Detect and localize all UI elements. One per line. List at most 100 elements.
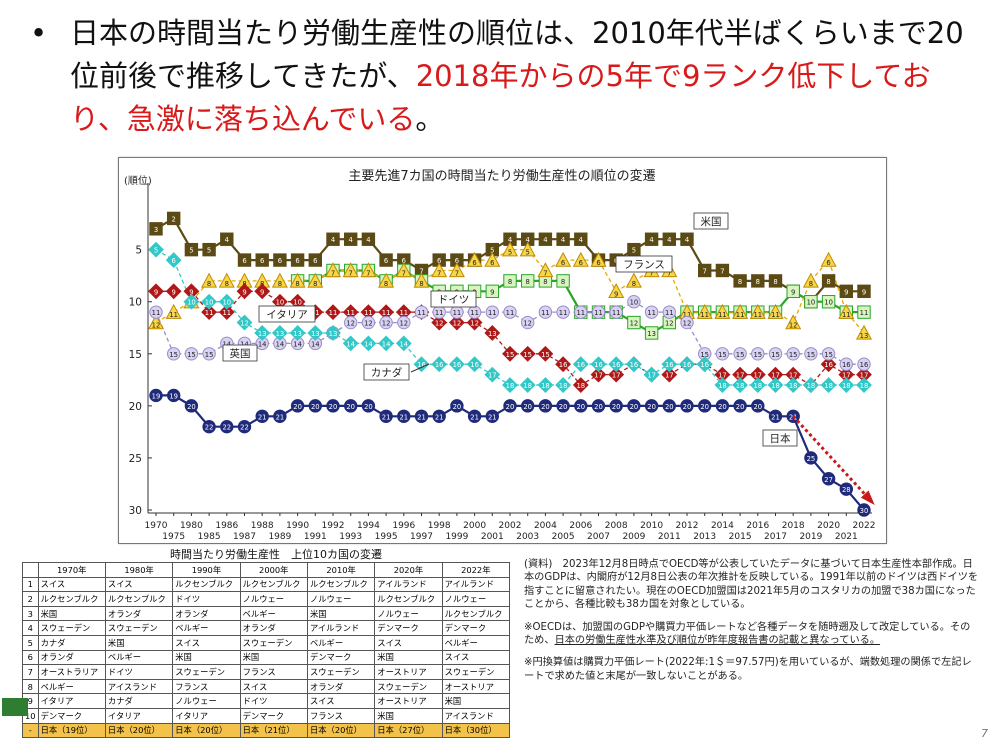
country-cell: イタリア <box>37 693 106 709</box>
x-tick-label-lower: 1985 <box>198 532 221 542</box>
data-label: 6 <box>596 259 600 267</box>
data-label: 15 <box>169 351 178 359</box>
data-point <box>538 305 553 319</box>
data-label: 8 <box>313 280 317 288</box>
data-point <box>733 274 747 288</box>
data-point <box>857 357 871 371</box>
country-cell: 日本（19位） <box>37 722 106 739</box>
data-label: 15 <box>541 351 550 359</box>
data-point <box>857 305 871 319</box>
data-point <box>715 263 730 278</box>
data-label: 4 <box>366 236 370 244</box>
data-point <box>432 409 446 423</box>
data-point <box>466 251 483 267</box>
data-point <box>751 274 765 288</box>
data-label: 6 <box>826 259 830 267</box>
data-point <box>785 314 802 330</box>
data-point <box>325 304 341 321</box>
data-point <box>255 409 269 423</box>
rank-cell: 4 <box>22 620 39 636</box>
data-label: 12 <box>382 320 391 328</box>
data-point <box>201 272 218 288</box>
annotation-box <box>363 363 410 381</box>
data-point <box>857 284 871 299</box>
data-point <box>255 253 269 267</box>
data-label: 18 <box>541 382 550 390</box>
data-point <box>538 232 553 246</box>
data-label: 8 <box>225 280 229 288</box>
data-label: 15 <box>736 351 745 359</box>
top10-table: 1970年 1980年 1990年 2000年 2010年 2020年 2022年 1 スイス… <box>22 562 511 739</box>
data-label: 10 <box>187 299 196 307</box>
data-point <box>149 305 163 319</box>
data-label: 11 <box>152 309 161 317</box>
x-tick-label-upper: 2002 <box>499 521 522 531</box>
data-label: 11 <box>169 311 178 319</box>
data-point <box>202 242 216 257</box>
data-point <box>344 232 358 246</box>
data-label: 18 <box>753 382 762 390</box>
data-label: 16 <box>665 361 674 369</box>
x-tick-label-upper: 1996 <box>392 521 415 531</box>
data-point <box>820 377 837 393</box>
table-row: 9 イタリア カナダ ノルウェー ドイツ スイス オーストリア 米国 <box>22 693 511 709</box>
data-label: 17 <box>736 372 745 380</box>
data-label: 14 <box>346 340 355 348</box>
country-cell: オランダ <box>104 605 174 622</box>
data-label: 11 <box>771 311 780 319</box>
headline-end: 。 <box>415 102 445 136</box>
data-point <box>555 356 572 373</box>
data-point <box>503 399 517 413</box>
x-tick-label-lower: 1995 <box>375 532 398 542</box>
country-cell: フランス <box>239 664 308 680</box>
x-tick-label-lower: 2011 <box>658 532 681 542</box>
data-label: 14 <box>364 340 373 348</box>
data-point <box>308 399 323 413</box>
x-tick-label-upper: 2008 <box>605 521 628 531</box>
data-point <box>167 347 181 361</box>
data-label: 11 <box>382 309 391 317</box>
data-label: 10 <box>807 299 816 307</box>
data-label: 12 <box>683 320 692 328</box>
data-point <box>167 211 181 226</box>
data-label: 4 <box>543 236 547 244</box>
data-label: 20 <box>453 403 462 411</box>
data-point <box>804 295 818 309</box>
data-point <box>149 388 163 403</box>
data-point <box>466 356 483 373</box>
x-tick-label-upper: 2006 <box>569 521 592 531</box>
data-label: 13 <box>647 330 656 338</box>
data-label: 5 <box>207 247 211 255</box>
data-label: 11 <box>470 309 479 317</box>
x-tick-label-lower: 2009 <box>622 532 645 542</box>
data-label: 18 <box>789 382 798 390</box>
data-label: 20 <box>647 403 656 411</box>
data-point <box>786 347 800 361</box>
data-label: 4 <box>225 236 229 244</box>
column-header: 1990年 <box>172 562 241 578</box>
country-cell: スウェーデン <box>104 620 174 636</box>
data-point <box>767 303 784 319</box>
slide-tab <box>2 698 28 716</box>
data-label: 6 <box>313 257 317 265</box>
data-label: 14 <box>293 340 302 348</box>
table-row: 4 スウェーデン スウェーデン ベルギー オランダ アイルランド デンマーク デンマーク <box>22 620 511 636</box>
data-point <box>361 315 376 330</box>
data-point <box>184 399 199 413</box>
data-point <box>397 315 411 330</box>
data-point <box>715 399 730 413</box>
data-label: 5 <box>189 247 193 255</box>
data-label: 19 <box>152 392 161 400</box>
data-point <box>220 232 234 246</box>
data-point <box>556 232 570 246</box>
country-cell: ルクセンブルク <box>374 591 443 607</box>
data-point <box>608 283 625 299</box>
x-tick-label-lower: 2021 <box>835 532 858 542</box>
data-label: 15 <box>824 351 833 359</box>
data-point <box>324 262 342 278</box>
country-cell: 米国 <box>374 707 443 724</box>
country-cell: ベルギー <box>239 605 308 622</box>
data-label: 18 <box>506 382 515 390</box>
data-point <box>555 251 572 267</box>
x-tick-label-lower: 2007 <box>587 532 610 542</box>
